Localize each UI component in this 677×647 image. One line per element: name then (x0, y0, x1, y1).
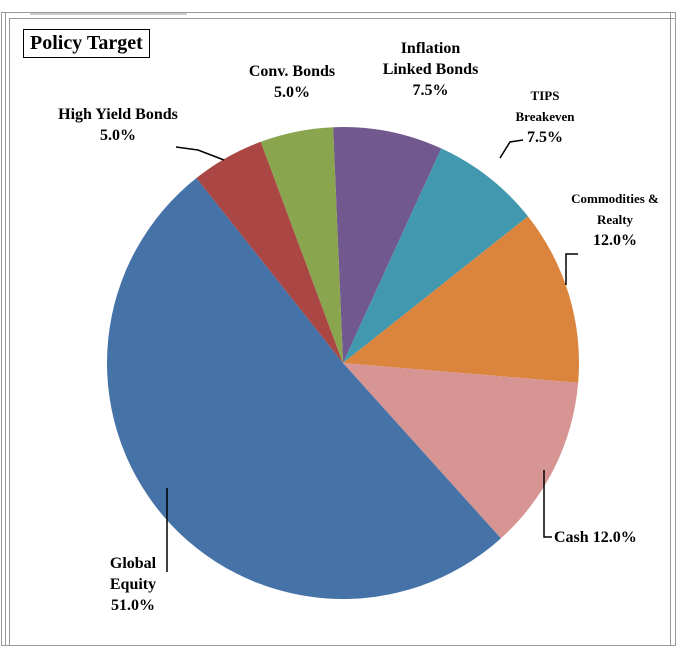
category-label: TIPS Breakeven (515, 88, 575, 124)
leader-line (565, 253, 578, 285)
value-label: 51.0% (111, 597, 155, 614)
value-label: 5.0% (274, 84, 310, 101)
pie-slice (343, 363, 579, 539)
pie-slice (260, 127, 343, 364)
value-label: 7.5% (527, 129, 563, 146)
data-label: High Yield Bonds 5.0% (58, 104, 178, 146)
pie (107, 126, 579, 599)
data-label: Inflation Linked Bonds 7.5% (378, 38, 483, 101)
leader-lines (166, 139, 578, 572)
pie-slice (333, 126, 442, 363)
data-label: TIPS Breakeven 7.5% (500, 85, 590, 148)
value-label: 7.5% (412, 82, 449, 99)
category-label: High Yield Bonds (58, 106, 178, 123)
leader-line (499, 139, 524, 159)
value-label: 12.0% (592, 529, 637, 546)
data-label: Global Equity 51.0% (93, 553, 173, 616)
pie-slice (343, 216, 579, 383)
value-label: 12.0% (593, 232, 637, 249)
pie-slice (343, 148, 528, 363)
leader-line (543, 470, 552, 538)
pie-slice (196, 141, 343, 363)
data-label: Commodities & Realty 12.0% (565, 188, 665, 251)
category-label: Cash (554, 529, 589, 546)
data-label: Cash 12.0% (554, 527, 637, 548)
leader-line (175, 146, 225, 161)
category-label: Inflation Linked Bonds (382, 40, 479, 78)
category-label: Global Equity (109, 555, 157, 593)
category-label: Conv. Bonds (248, 63, 336, 80)
frame (1, 12, 676, 646)
data-label: Conv. Bonds 5.0% (232, 61, 352, 103)
pie-slice (107, 178, 501, 599)
chart-title: Policy Target (23, 29, 150, 58)
category-label: Commodities & Realty (571, 191, 659, 227)
value-label: 5.0% (100, 127, 136, 144)
